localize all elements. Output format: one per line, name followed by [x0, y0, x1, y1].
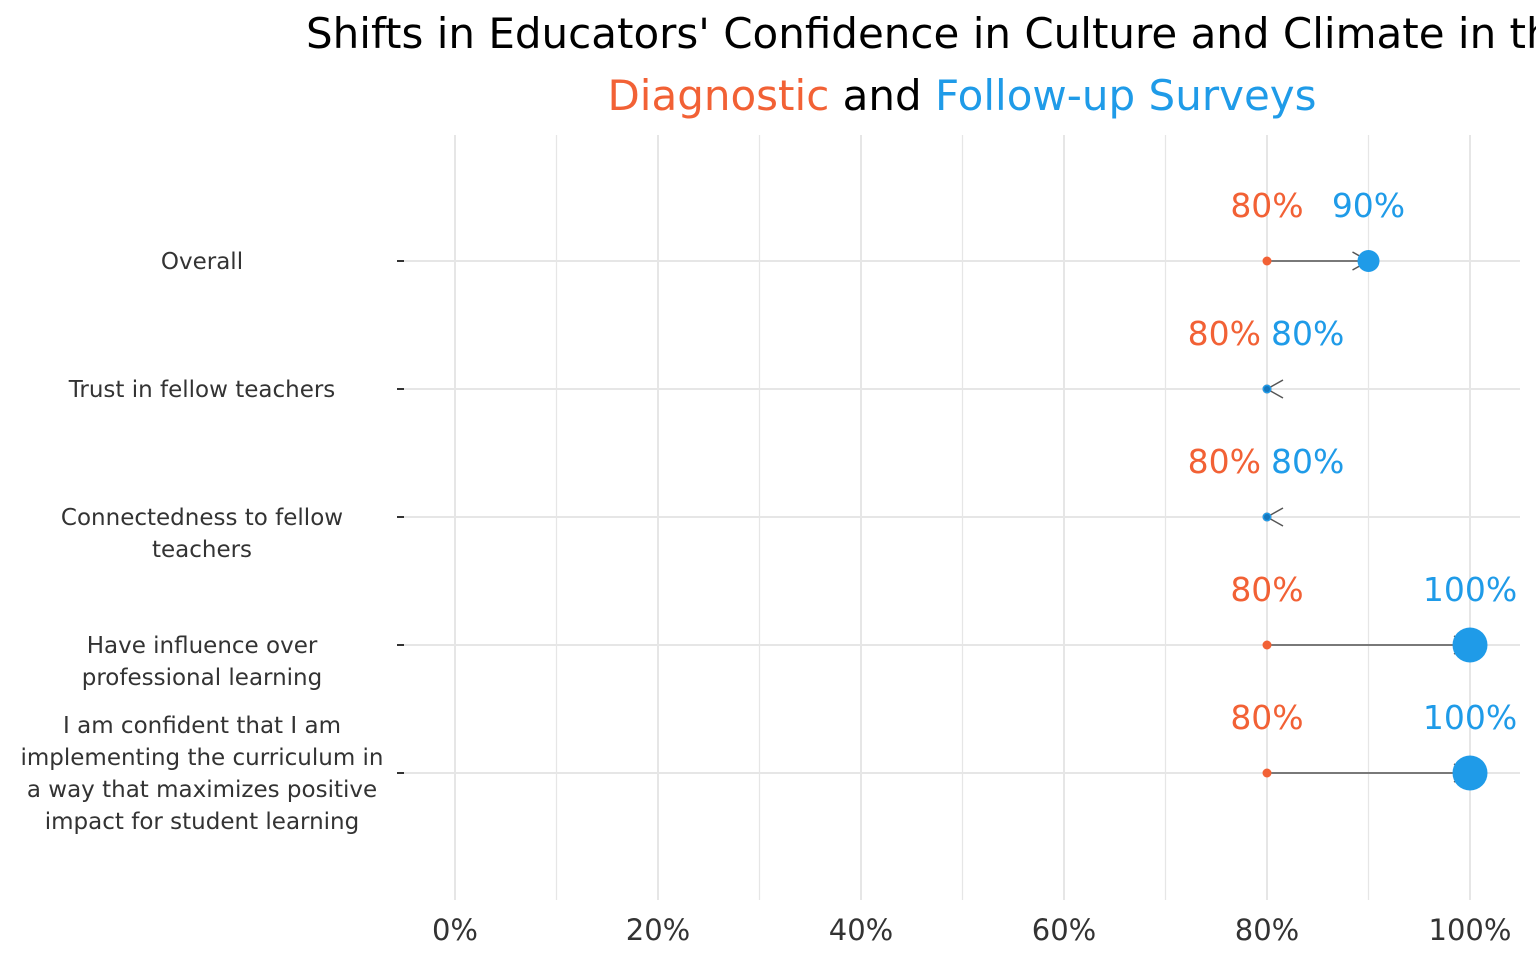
diagnostic-point: [1262, 640, 1272, 650]
category-label-line: impact for student learning: [45, 809, 359, 835]
diagnostic-point: [1262, 256, 1272, 266]
diagnostic-value-label: 80%: [1188, 314, 1261, 353]
category-label-line: teachers: [152, 537, 252, 563]
data-marks: 80% 90% 80% 80% 80% 80% 80% 100% 80% 100%: [1188, 186, 1517, 791]
category-label-line: implementing the curriculum in: [20, 745, 383, 771]
grid-layer: [397, 135, 1520, 900]
category-label: Have influence over professional learning: [82, 633, 323, 691]
overlap-point: [1264, 386, 1270, 392]
followup-value-label: 80%: [1271, 314, 1344, 353]
diagnostic-value-label: 80%: [1230, 570, 1303, 609]
x-tick-label: 60%: [1032, 913, 1096, 947]
x-tick-label: 40%: [829, 913, 893, 947]
followup-value-label: 90%: [1332, 186, 1405, 225]
diagnostic-value-label: 80%: [1230, 186, 1303, 225]
x-axis-tick-labels: 0% 20% 40% 60% 80% 100%: [432, 913, 1511, 947]
category-label-line: Overall: [161, 249, 243, 275]
category-label-line: Trust in fellow teachers: [68, 377, 336, 403]
x-tick-label: 0%: [432, 913, 478, 947]
followup-point: [1357, 250, 1380, 272]
followup-point: [1452, 755, 1488, 791]
x-tick-label: 100%: [1429, 913, 1512, 947]
category-label: I am confident that I am implementing the…: [20, 713, 383, 835]
x-tick-label: 80%: [1235, 913, 1299, 947]
chart-title-line2: Diagnostic and Follow-up Surveys: [607, 71, 1316, 120]
title-and: and: [829, 71, 935, 120]
category-label-line: a way that maximizes positive: [27, 777, 377, 803]
category-label-line: I am confident that I am: [63, 713, 341, 739]
diagnostic-value-label: 80%: [1188, 442, 1261, 481]
x-tick-label: 20%: [626, 913, 690, 947]
category-label-line: professional learning: [82, 665, 323, 691]
category-label-line: Connectedness to fellow: [61, 505, 343, 531]
category-labels: Overall Trust in fellow teachers Connected…: [20, 249, 383, 835]
chart-title-line1: Shifts in Educators' Confidence in Cultu…: [306, 9, 1536, 58]
category-label: Overall: [161, 249, 243, 275]
diagnostic-value-label: 80%: [1230, 698, 1303, 737]
followup-value-label: 100%: [1423, 698, 1517, 737]
followup-value-label: 100%: [1423, 570, 1517, 609]
category-label: Connectedness to fellow teachers: [61, 505, 343, 563]
category-label-line: Have influence over: [87, 633, 318, 659]
title-followup: Follow-up Surveys: [935, 71, 1317, 120]
title-diagnostic: Diagnostic: [607, 71, 829, 120]
followup-value-label: 80%: [1271, 442, 1344, 481]
followup-point: [1452, 627, 1488, 663]
diagnostic-point: [1262, 768, 1272, 778]
category-label: Trust in fellow teachers: [68, 377, 336, 403]
overlap-point: [1264, 514, 1270, 520]
